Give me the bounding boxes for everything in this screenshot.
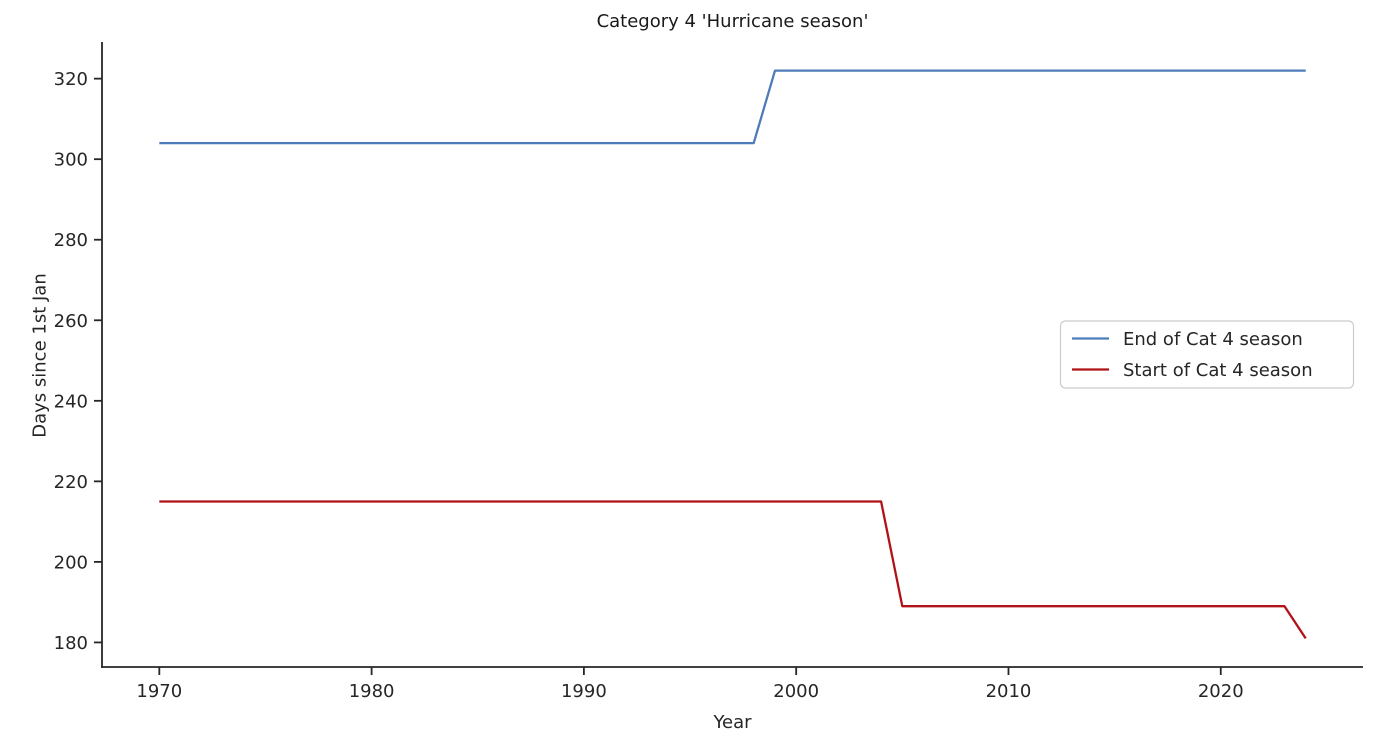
legend-label-start-of-season: Start of Cat 4 season [1123,360,1313,381]
x-tick-label: 2020 [1198,681,1244,702]
x-tick-label: 1980 [349,681,395,702]
x-tick-label: 2010 [986,681,1032,702]
legend-box [1059,320,1355,389]
y-tick-label: 240 [54,391,88,412]
x-tick-label: 1990 [561,681,607,702]
x-tick-label: 2000 [773,681,819,702]
y-tick-label: 180 [54,633,88,654]
chart-title: Category 4 'Hurricane season' [596,11,869,32]
legend: End of Cat 4 season Start of Cat 4 seaso… [1059,320,1355,389]
x-axis-label: Year [713,712,752,733]
y-tick-label: 220 [54,472,88,493]
y-tick-label: 300 [54,150,88,171]
y-tick-label: 260 [54,311,88,332]
series-line-start-of-cat-4-season [159,500,1307,640]
y-tick-label: 320 [54,69,88,90]
y-tick-label: 280 [54,230,88,251]
series-line-end-of-cat-4-season [159,69,1306,145]
plot-area: 180 200 220 240 260 280 300 320 1970 1980 1990 2000… [54,42,1363,702]
legend-label-end-of-season: End of Cat 4 season [1123,329,1303,350]
y-tick-label: 200 [54,552,88,573]
x-tick-label: 1970 [136,681,182,702]
